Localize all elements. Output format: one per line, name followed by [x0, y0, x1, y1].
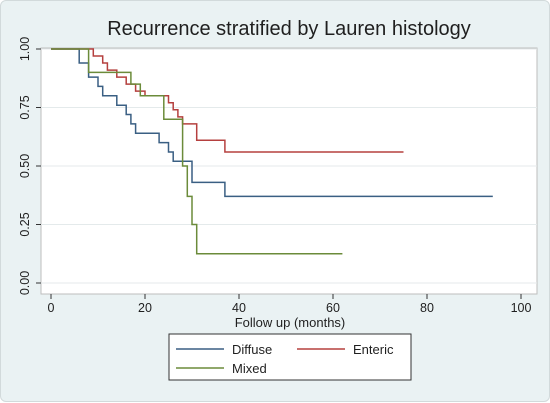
series-lines	[51, 48, 493, 255]
series-enteric-line	[51, 48, 404, 153]
legend: Diffuse Enteric Mixed	[168, 333, 412, 381]
plot-area	[40, 47, 538, 295]
gridlines	[41, 48, 537, 284]
x-tick-label: 20	[138, 301, 152, 315]
chart-title: Recurrence stratified by Lauren histolog…	[107, 18, 471, 40]
x-tick-label: 100	[511, 301, 532, 315]
x-tick-labels: 0 20 40 60 80 100	[48, 301, 532, 315]
legend-label-diffuse: Diffuse	[232, 342, 272, 357]
y-tick-labels: 0.00 0.25 0.50 0.75 1.00	[18, 37, 32, 295]
x-tick-label: 60	[326, 301, 340, 315]
y-tick-label: 1.00	[18, 37, 32, 61]
x-tick-label: 0	[48, 301, 55, 315]
y-tick-label: 0.00	[18, 271, 32, 295]
axes	[36, 48, 522, 299]
x-axis-label: Follow up (months)	[235, 315, 346, 330]
x-tick-label: 40	[232, 301, 246, 315]
y-tick-label: 0.25	[18, 212, 32, 236]
x-tick-label: 80	[420, 301, 434, 315]
legend-box	[168, 333, 412, 381]
series-mixed-line	[51, 48, 343, 255]
y-tick-label: 0.75	[18, 95, 32, 119]
legend-label-mixed: Mixed	[232, 361, 267, 376]
legend-label-enteric: Enteric	[353, 342, 394, 357]
y-tick-label: 0.50	[18, 154, 32, 178]
